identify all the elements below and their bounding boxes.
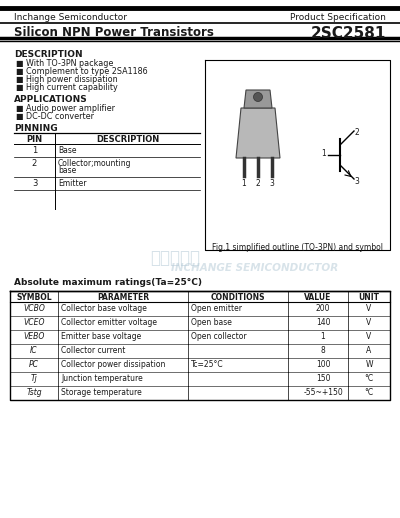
Text: A: A — [366, 346, 372, 355]
Text: ■ Audio power amplifier: ■ Audio power amplifier — [16, 104, 115, 113]
Text: Collector emitter voltage: Collector emitter voltage — [61, 318, 157, 327]
Text: Collector base voltage: Collector base voltage — [61, 304, 147, 313]
Text: Emitter base voltage: Emitter base voltage — [61, 332, 141, 341]
Text: Emitter: Emitter — [58, 179, 86, 188]
Text: INCHANGE SEMICONDUCTOR: INCHANGE SEMICONDUCTOR — [171, 263, 339, 273]
Text: Collector;mounting: Collector;mounting — [58, 159, 132, 168]
Polygon shape — [244, 90, 272, 108]
Text: PARAMETER: PARAMETER — [97, 293, 149, 302]
Text: °C: °C — [364, 388, 374, 397]
Text: 8: 8 — [321, 346, 325, 355]
Text: VCBO: VCBO — [23, 304, 45, 313]
Text: 十达半导体: 十达半导体 — [150, 249, 200, 267]
Text: SYMBOL: SYMBOL — [16, 293, 52, 302]
Text: Junction temperature: Junction temperature — [61, 374, 143, 383]
Circle shape — [254, 93, 262, 102]
Text: PINNING: PINNING — [14, 124, 58, 133]
Text: V: V — [366, 304, 372, 313]
Text: 3: 3 — [32, 179, 37, 188]
Text: V: V — [366, 332, 372, 341]
Text: V: V — [366, 318, 372, 327]
Text: 1: 1 — [322, 150, 326, 159]
Text: 1: 1 — [321, 332, 325, 341]
Text: 150: 150 — [316, 374, 330, 383]
Text: Collector current: Collector current — [61, 346, 125, 355]
Text: 200: 200 — [316, 304, 330, 313]
Text: Open collector: Open collector — [191, 332, 247, 341]
Text: 1: 1 — [32, 146, 37, 155]
Text: VEBO: VEBO — [23, 332, 45, 341]
Text: 3: 3 — [354, 177, 360, 186]
Text: DESCRIPTION: DESCRIPTION — [96, 135, 159, 144]
Text: base: base — [58, 166, 76, 175]
Polygon shape — [236, 108, 280, 158]
Text: ■ DC-DC converter: ■ DC-DC converter — [16, 112, 94, 121]
Text: DESCRIPTION: DESCRIPTION — [14, 50, 83, 59]
Text: -55~+150: -55~+150 — [303, 388, 343, 397]
Text: ■ High power dissipation: ■ High power dissipation — [16, 75, 118, 84]
Text: VALUE: VALUE — [304, 293, 332, 302]
Text: W: W — [365, 360, 373, 369]
Text: Open emitter: Open emitter — [191, 304, 242, 313]
Text: APPLICATIONS: APPLICATIONS — [14, 95, 88, 104]
Text: 140: 140 — [316, 318, 330, 327]
Text: Open base: Open base — [191, 318, 232, 327]
Text: UNIT: UNIT — [358, 293, 380, 302]
Text: 100: 100 — [316, 360, 330, 369]
Text: Inchange Semiconductor: Inchange Semiconductor — [14, 13, 127, 22]
Text: Tc=25°C: Tc=25°C — [191, 360, 224, 369]
Text: Collector power dissipation: Collector power dissipation — [61, 360, 165, 369]
Text: VCEO: VCEO — [23, 318, 45, 327]
Text: Silicon NPN Power Transistors: Silicon NPN Power Transistors — [14, 26, 214, 39]
Text: Absolute maximum ratings(Ta=25°C): Absolute maximum ratings(Ta=25°C) — [14, 278, 202, 287]
Text: °C: °C — [364, 374, 374, 383]
Text: 2: 2 — [32, 159, 37, 168]
Text: 2SC2581: 2SC2581 — [311, 26, 386, 41]
Text: 2: 2 — [256, 179, 260, 188]
Text: Product Specification: Product Specification — [290, 13, 386, 22]
Text: Storage temperature: Storage temperature — [61, 388, 142, 397]
Text: PIN: PIN — [26, 135, 42, 144]
Text: 2: 2 — [355, 128, 359, 137]
Text: 1: 1 — [242, 179, 246, 188]
Text: Tj: Tj — [31, 374, 37, 383]
Text: IC: IC — [30, 346, 38, 355]
Text: Fig.1 simplified outline (TO-3PN) and symbol: Fig.1 simplified outline (TO-3PN) and sy… — [212, 243, 383, 252]
Text: Tstg: Tstg — [26, 388, 42, 397]
Text: PC: PC — [29, 360, 39, 369]
Text: 3: 3 — [270, 179, 274, 188]
Text: ■ With TO-3PN package: ■ With TO-3PN package — [16, 59, 113, 68]
Text: CONDITIONS: CONDITIONS — [211, 293, 265, 302]
Text: Base: Base — [58, 146, 76, 155]
Text: ■ High current capability: ■ High current capability — [16, 83, 118, 92]
Text: ■ Complement to type 2SA1186: ■ Complement to type 2SA1186 — [16, 67, 148, 76]
